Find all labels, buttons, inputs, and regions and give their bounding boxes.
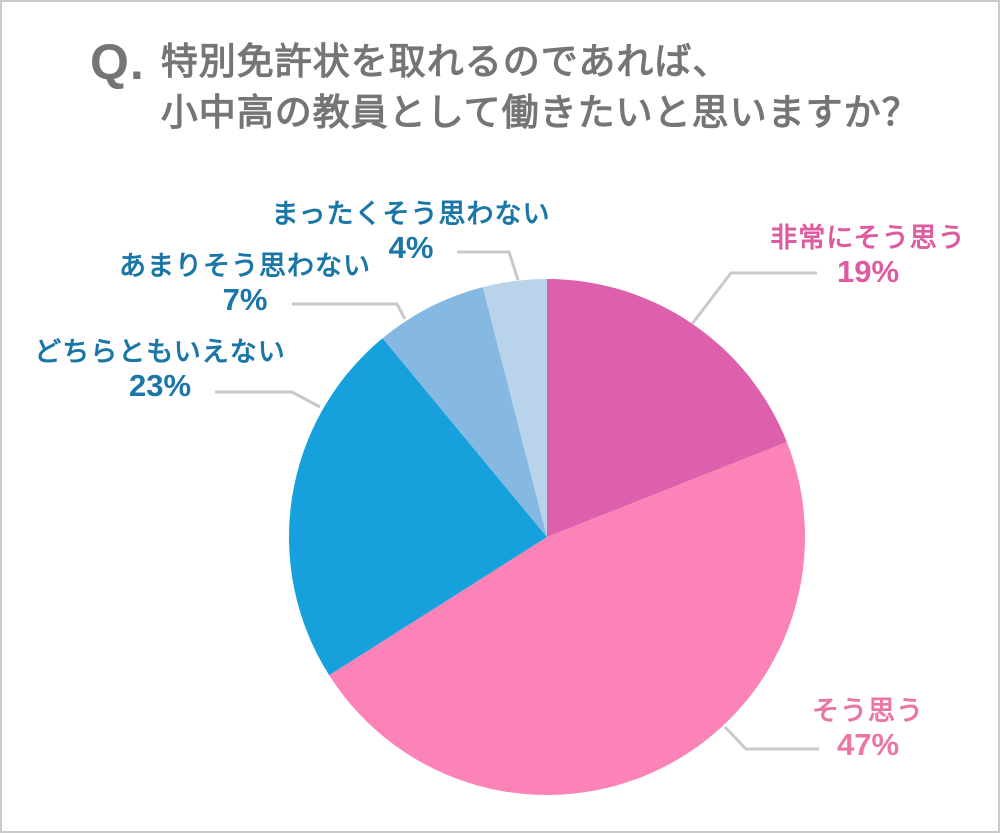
question-line-2: 小中高の教員として働きたいと思いますか？ — [160, 92, 920, 133]
question-line-1: 特別免許状を取れるのであれば、 — [160, 41, 731, 82]
leader-line-5 — [457, 250, 520, 281]
question-text: 特別免許状を取れるのであれば、 小中高の教員として働きたいと思いますか？ — [161, 36, 920, 138]
pie-slice-3 — [289, 338, 547, 676]
question-title: Q. 特別免許状を取れるのであれば、 小中高の教員として働きたいと思いますか？ — [90, 36, 920, 138]
pie-slice-4 — [382, 287, 547, 537]
question-prefix: Q. — [90, 34, 145, 90]
leader-line-3 — [215, 390, 321, 409]
pie-slice-2 — [329, 442, 805, 796]
pie-slice-5 — [482, 279, 547, 537]
pie-slice-1 — [547, 279, 787, 537]
leader-line-4 — [292, 302, 407, 320]
leader-line-2 — [723, 725, 819, 751]
leader-line-1 — [690, 271, 817, 325]
